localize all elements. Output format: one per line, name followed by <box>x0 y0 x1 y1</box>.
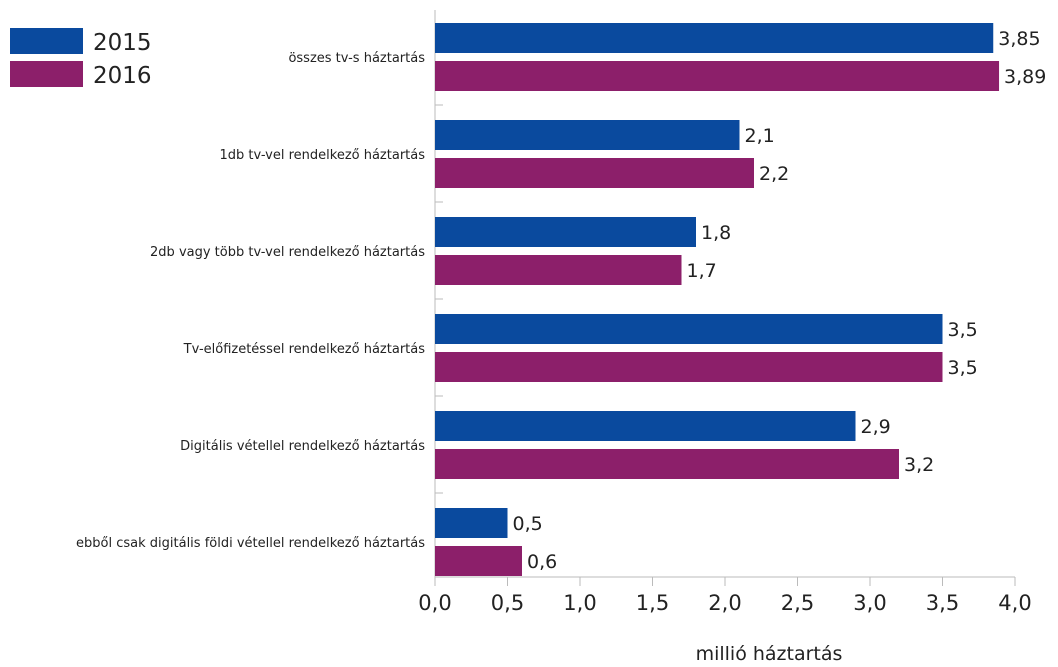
legend-swatch-2016 <box>10 61 83 87</box>
bar-2015 <box>435 120 740 150</box>
value-label: 3,85 <box>998 28 1040 50</box>
value-label: 0,5 <box>513 513 543 535</box>
labels: összes tv-s háztartás 3,85 3,89 1db tv-vel … <box>76 28 1046 573</box>
axes: 0,0 0,5 1,0 1,5 2,0 2,5 3,0 3,5 4,0 <box>418 10 1032 615</box>
x-tick-label: 4,0 <box>998 591 1031 615</box>
category-label: Digitális vétellel rendelkező háztartás <box>180 439 425 454</box>
legend: 2015 2016 <box>10 28 152 89</box>
x-tick-label: 1,0 <box>563 591 596 615</box>
x-axis-title: millió háztartás <box>696 643 843 665</box>
x-tick-label: 0,5 <box>491 591 524 615</box>
category-label: Tv-előfizetéssel rendelkező háztartás <box>183 342 426 357</box>
category-label: 2db vagy több tv-vel rendelkező háztartá… <box>150 245 425 260</box>
legend-label-2015: 2015 <box>93 30 152 56</box>
value-label: 3,89 <box>1004 66 1046 88</box>
bar-2016 <box>435 449 899 479</box>
bar-2015 <box>435 508 508 538</box>
bar-2015 <box>435 314 943 344</box>
bar-2016 <box>435 255 682 285</box>
legend-label-2016: 2016 <box>93 63 152 89</box>
value-label: 3,2 <box>904 454 934 476</box>
bar-2016 <box>435 158 754 188</box>
value-label: 2,1 <box>745 125 775 147</box>
value-label: 3,5 <box>948 319 978 341</box>
category-label: összes tv-s háztartás <box>288 51 425 66</box>
value-label: 3,5 <box>948 357 978 379</box>
bar-2015 <box>435 23 994 53</box>
x-tick-label: 2,5 <box>781 591 814 615</box>
bar-2015 <box>435 411 856 441</box>
x-tick-label: 0,0 <box>418 591 451 615</box>
x-tick-label: 1,5 <box>636 591 669 615</box>
value-label: 2,9 <box>861 416 891 438</box>
x-tick-label: 2,0 <box>708 591 741 615</box>
value-label: 1,7 <box>687 260 717 282</box>
value-label: 2,2 <box>759 163 789 185</box>
bars <box>435 23 1000 576</box>
category-label: ebből csak digitális földi vétellel rend… <box>76 536 425 551</box>
legend-swatch-2015 <box>10 28 83 54</box>
value-label: 1,8 <box>701 222 731 244</box>
bar-2015 <box>435 217 696 247</box>
value-label: 0,6 <box>527 551 557 573</box>
bar-2016 <box>435 61 1000 91</box>
bar-2016 <box>435 352 943 382</box>
bar-2016 <box>435 546 522 576</box>
x-tick-label: 3,0 <box>853 591 886 615</box>
category-label: 1db tv-vel rendelkező háztartás <box>219 148 425 163</box>
x-tick-label: 3,5 <box>926 591 959 615</box>
